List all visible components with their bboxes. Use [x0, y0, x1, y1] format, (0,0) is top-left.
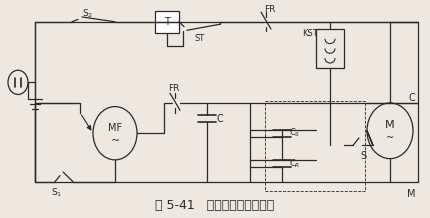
- Text: FR: FR: [168, 84, 180, 93]
- Text: FR: FR: [264, 5, 276, 14]
- Bar: [265, 100, 365, 191]
- Text: S: S: [360, 151, 366, 161]
- Text: ~: ~: [111, 136, 120, 145]
- Text: S$_1$: S$_1$: [51, 186, 63, 199]
- Text: C$_R$: C$_R$: [289, 157, 301, 170]
- Circle shape: [8, 70, 28, 94]
- Bar: [155, 11, 179, 33]
- Text: 图 5-41   空调器控制电路之二: 图 5-41 空调器控制电路之二: [155, 199, 275, 212]
- Text: ST: ST: [195, 34, 205, 43]
- Text: C: C: [217, 114, 223, 124]
- Text: M: M: [406, 189, 415, 199]
- Text: C: C: [408, 93, 415, 103]
- Text: S$_2$: S$_2$: [83, 7, 94, 20]
- Circle shape: [367, 103, 413, 159]
- Circle shape: [93, 107, 137, 160]
- Text: ~: ~: [386, 133, 394, 143]
- Text: M: M: [385, 120, 395, 130]
- Bar: [316, 29, 344, 68]
- Text: MF: MF: [108, 123, 122, 133]
- Text: KST: KST: [302, 29, 318, 38]
- Text: T: T: [164, 17, 170, 27]
- Text: C$_S$: C$_S$: [289, 127, 301, 140]
